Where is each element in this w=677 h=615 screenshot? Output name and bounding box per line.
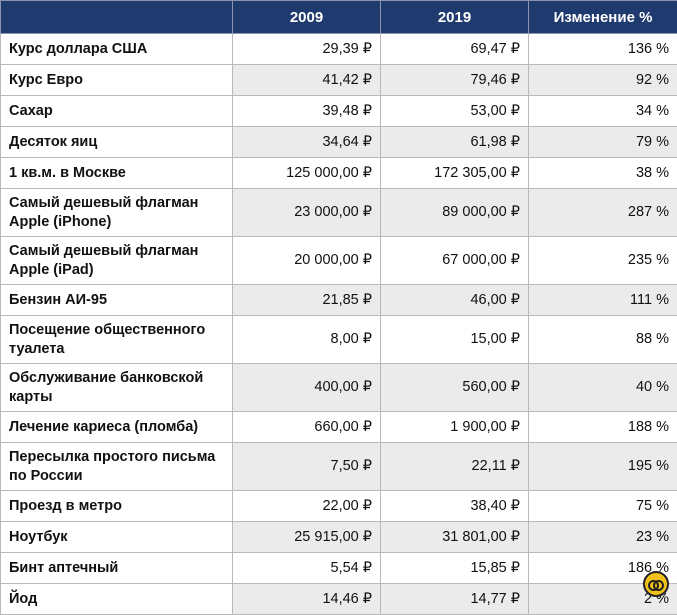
- value-cell: 195 %: [529, 443, 677, 491]
- value-cell: 38,40 ₽: [381, 491, 529, 522]
- item-cell: Самый дешевый флагман Apple (iPad): [1, 237, 233, 285]
- value-cell: 61,98 ₽: [381, 127, 529, 158]
- value-cell: 25 915,00 ₽: [233, 522, 381, 553]
- value-cell: 31 801,00 ₽: [381, 522, 529, 553]
- value-cell: 14,77 ₽: [381, 584, 529, 615]
- value-cell: 75 %: [529, 491, 677, 522]
- value-cell: 69,47 ₽: [381, 34, 529, 65]
- value-cell: 22,00 ₽: [233, 491, 381, 522]
- value-cell: 22,11 ₽: [381, 443, 529, 491]
- value-cell: 8,00 ₽: [233, 316, 381, 364]
- item-cell: 1 кв.м. в Москве: [1, 158, 233, 189]
- value-cell: 79,46 ₽: [381, 65, 529, 96]
- item-cell: Проезд в метро: [1, 491, 233, 522]
- value-cell: 88 %: [529, 316, 677, 364]
- value-cell: 660,00 ₽: [233, 412, 381, 443]
- value-cell: 21,85 ₽: [233, 285, 381, 316]
- value-cell: 5,54 ₽: [233, 553, 381, 584]
- header-cell: 2009: [233, 1, 381, 34]
- item-cell: Йод: [1, 584, 233, 615]
- value-cell: 15,85 ₽: [381, 553, 529, 584]
- value-cell: 287 %: [529, 189, 677, 237]
- value-cell: 34,64 ₽: [233, 127, 381, 158]
- header-cell: 2019: [381, 1, 529, 34]
- value-cell: 38 %: [529, 158, 677, 189]
- value-cell: 15,00 ₽: [381, 316, 529, 364]
- value-cell: 39,48 ₽: [233, 96, 381, 127]
- value-cell: 188 %: [529, 412, 677, 443]
- item-cell: Обслуживание банковской карты: [1, 364, 233, 412]
- value-cell: 41,42 ₽: [233, 65, 381, 96]
- item-cell: Бинт аптечный: [1, 553, 233, 584]
- header-cell: [1, 1, 233, 34]
- value-cell: 1 900,00 ₽: [381, 412, 529, 443]
- item-cell: Лечение кариеса (пломба): [1, 412, 233, 443]
- value-cell: 136 %: [529, 34, 677, 65]
- item-cell: Бензин АИ-95: [1, 285, 233, 316]
- value-cell: 235 %: [529, 237, 677, 285]
- value-cell: 560,00 ₽: [381, 364, 529, 412]
- value-cell: 29,39 ₽: [233, 34, 381, 65]
- table-row: Самый дешевый флагман Apple (iPad)20 000…: [1, 237, 677, 285]
- value-cell: 46,00 ₽: [381, 285, 529, 316]
- value-cell: 14,46 ₽: [233, 584, 381, 615]
- table-row: Самый дешевый флагман Apple (iPhone)23 0…: [1, 189, 677, 237]
- value-cell: 53,00 ₽: [381, 96, 529, 127]
- value-cell: 34 %: [529, 96, 677, 127]
- value-cell: 172 305,00 ₽: [381, 158, 529, 189]
- item-cell: Курс доллара США: [1, 34, 233, 65]
- table-row: Лечение кариеса (пломба)660,00 ₽1 900,00…: [1, 412, 677, 443]
- item-cell: Десяток яиц: [1, 127, 233, 158]
- value-cell: 67 000,00 ₽: [381, 237, 529, 285]
- value-cell: 92 %: [529, 65, 677, 96]
- item-cell: Самый дешевый флагман Apple (iPhone): [1, 189, 233, 237]
- value-cell: 89 000,00 ₽: [381, 189, 529, 237]
- item-cell: Пересылка простого письма по России: [1, 443, 233, 491]
- value-cell: 40 %: [529, 364, 677, 412]
- item-cell: Посещение общественного туалета: [1, 316, 233, 364]
- watermark-icon: [643, 571, 669, 597]
- value-cell: 400,00 ₽: [233, 364, 381, 412]
- value-cell: 111 %: [529, 285, 677, 316]
- value-cell: 7,50 ₽: [233, 443, 381, 491]
- header-row: 2009 2019 Изменение %: [1, 1, 677, 34]
- value-cell: 20 000,00 ₽: [233, 237, 381, 285]
- value-cell: 23 000,00 ₽: [233, 189, 381, 237]
- value-cell: 125 000,00 ₽: [233, 158, 381, 189]
- item-cell: Ноутбук: [1, 522, 233, 553]
- header-cell: Изменение %: [529, 1, 677, 34]
- item-cell: Сахар: [1, 96, 233, 127]
- item-cell: Курс Евро: [1, 65, 233, 96]
- value-cell: 23 %: [529, 522, 677, 553]
- value-cell: 79 %: [529, 127, 677, 158]
